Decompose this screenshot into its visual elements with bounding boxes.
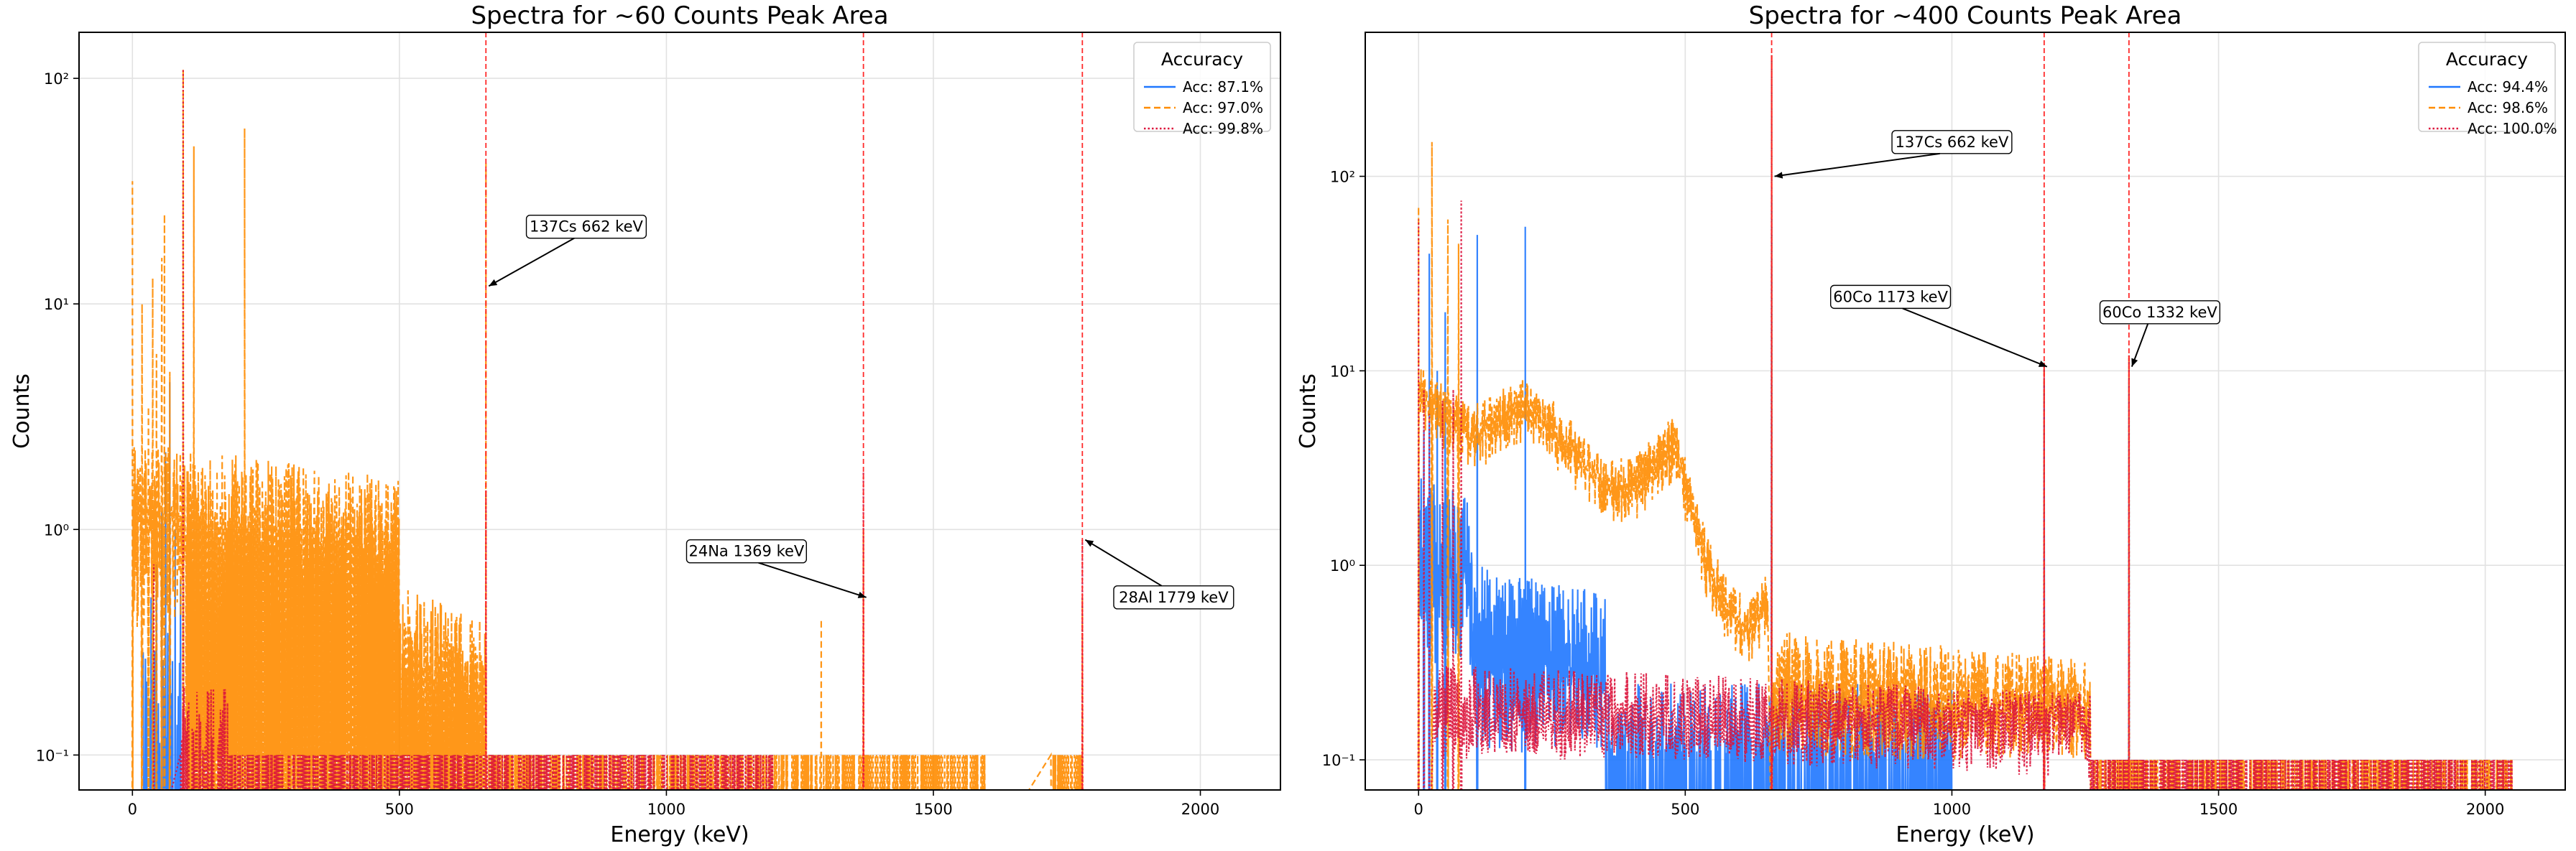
x-axis-label: Energy (keV): [1896, 822, 2034, 847]
chart-title: Spectra for ~60 Counts Peak Area: [471, 1, 888, 30]
y-tick-label: 10⁰: [1330, 557, 1355, 575]
annotation-arrow: [1902, 307, 2048, 368]
x-tick-label: 2000: [2466, 801, 2504, 818]
legend-entry: Acc: 97.0%: [1183, 99, 1263, 116]
legend-box: [2418, 42, 2556, 132]
plot-area: [1417, 55, 2513, 790]
annotation-box: [685, 539, 807, 564]
annotation-arrowhead: [1774, 172, 1783, 179]
annotation-label: 60Co 1173 keV: [1833, 288, 1948, 305]
y-tick-label: 10⁻¹: [36, 747, 69, 764]
plot-area: [131, 69, 1084, 790]
annotation-arrow: [758, 562, 867, 598]
y-tick-label: 10⁻¹: [1322, 752, 1355, 769]
annotation-arrowhead: [489, 279, 498, 287]
annotation-arrowhead: [2131, 358, 2138, 367]
annotation-arrowhead: [2038, 361, 2047, 367]
axes-frame: [78, 32, 1281, 791]
x-axis-label: Energy (keV): [610, 822, 749, 847]
annotation-arrowhead: [857, 591, 867, 598]
annotation-label: 60Co 1332 keV: [2102, 304, 2217, 321]
series-line: [1418, 195, 2130, 790]
y-axis-label: Counts: [1296, 373, 1321, 449]
legend-entry: Acc: 100.0%: [2467, 120, 2557, 137]
annotation-label: 137Cs 662 keV: [1896, 134, 2009, 151]
legend-title: Accuracy: [1161, 49, 1243, 70]
axes-frame: [1365, 32, 2566, 791]
legend-entry: Acc: 99.8%: [1183, 120, 1263, 137]
legend-entry: Acc: 98.6%: [2467, 99, 2548, 116]
legend-entry: Acc: 94.4%: [2467, 78, 2548, 96]
legend-title: Accuracy: [2446, 49, 2528, 70]
annotation-arrow: [488, 237, 575, 287]
annotation-arrow: [1774, 152, 1940, 177]
annotation-arrowhead: [1085, 539, 1094, 547]
chart-left-panel: Spectra for ~60 Counts Peak Area Energy …: [9, 1, 1281, 847]
series-line: [152, 69, 1084, 790]
annotation-label: 24Na 1369 keV: [688, 543, 804, 560]
annotation-box: [525, 214, 647, 239]
annotation-label: 28Al 1779 keV: [1119, 589, 1229, 606]
x-tick-label: 0: [1414, 801, 1423, 818]
annotation-box: [2099, 300, 2221, 325]
annotation-arrow: [1084, 539, 1163, 587]
x-tick-label: 2000: [1181, 801, 1219, 818]
y-tick-label: 10¹: [44, 296, 69, 313]
annotation-box: [1829, 284, 1952, 310]
legend-entry: Acc: 87.1%: [1183, 78, 1263, 96]
series-line: [1417, 55, 2513, 790]
series-line: [1417, 55, 2513, 790]
y-axis-label: Counts: [9, 373, 34, 449]
x-tick-label: 0: [128, 801, 137, 818]
chart-right-panel: Spectra for ~400 Counts Peak Area Energy…: [1296, 1, 2566, 847]
y-tick-label: 10²: [44, 70, 69, 88]
x-tick-label: 1500: [914, 801, 952, 818]
legend-box: [1133, 42, 1271, 132]
x-tick-label: 1500: [2199, 801, 2238, 818]
series-line: [131, 69, 1084, 790]
annotation-box: [1113, 585, 1234, 610]
x-tick-label: 500: [1671, 801, 1699, 818]
y-tick-label: 10²: [1330, 169, 1355, 186]
annotation-label: 137Cs 662 keV: [530, 218, 643, 236]
x-tick-label: 1000: [647, 801, 685, 818]
chart-title: Spectra for ~400 Counts Peak Area: [1749, 1, 2182, 30]
annotation-box: [1891, 130, 2013, 154]
y-tick-label: 10¹: [1330, 363, 1355, 380]
x-tick-label: 500: [385, 801, 414, 818]
y-tick-label: 10⁰: [44, 521, 69, 539]
x-tick-label: 1000: [1933, 801, 1971, 818]
